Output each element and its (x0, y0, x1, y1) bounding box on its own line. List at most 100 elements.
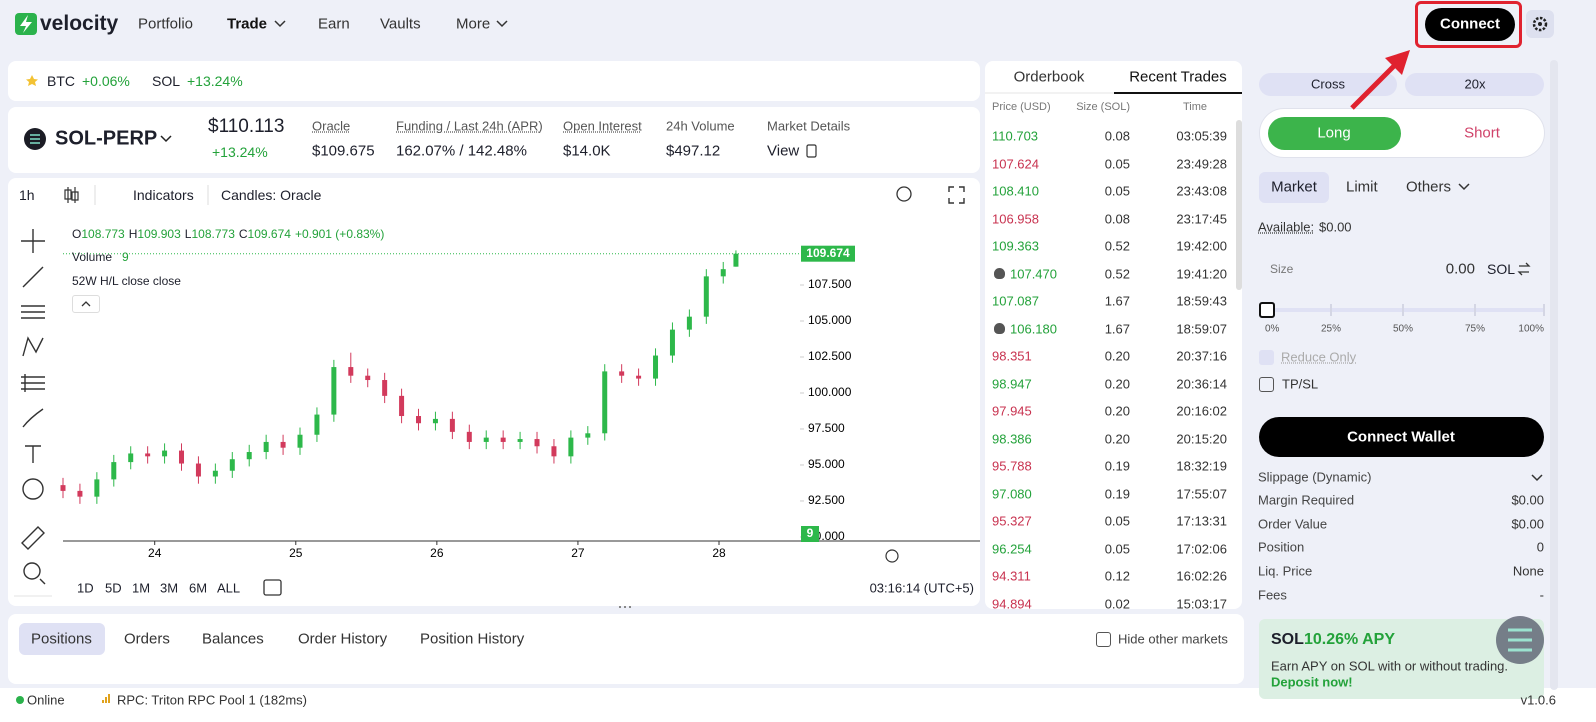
nav-link[interactable]: More (456, 15, 491, 33)
tab[interactable]: Position History (420, 630, 525, 648)
summary-label: Fees (1258, 587, 1287, 603)
tool-icon (22, 336, 44, 357)
volume-legend-value: 9 (122, 250, 129, 264)
size-input[interactable] (1259, 250, 1544, 290)
y-tick-label: 95.000 (808, 457, 845, 471)
trade-time: 16:02:26 (1176, 568, 1227, 584)
trade-time: 17:55:07 (1176, 486, 1227, 501)
trade-size: 0.05 (1104, 541, 1130, 556)
trades-card (985, 61, 1242, 609)
trades-scrollbar (1236, 120, 1242, 290)
stat-label: 24h Volume (666, 118, 735, 134)
online-label: Online (27, 692, 65, 708)
star-icon (26, 75, 38, 86)
trade-time: 23:43:08 (1176, 183, 1227, 199)
tab[interactable]: Orders (124, 630, 170, 648)
market-card (8, 107, 980, 173)
connect-button[interactable] (1425, 8, 1515, 41)
summary-value: $0.00 (1511, 516, 1544, 532)
stat-value[interactable]: View (767, 142, 800, 160)
trades-header: Price (USD) (992, 101, 1051, 113)
promo-link[interactable]: Deposit now! (1271, 674, 1353, 690)
candle-body (246, 452, 252, 460)
slider-label: 0% (1265, 323, 1280, 335)
trades-tab[interactable]: Recent Trades (1129, 68, 1227, 86)
chevron-icon (160, 135, 172, 143)
trade-size: 1.67 (1104, 293, 1130, 309)
tool-icon (21, 305, 45, 319)
x-tick-label: 27 (571, 546, 585, 560)
leverage[interactable] (1405, 73, 1544, 96)
long-button[interactable] (1268, 117, 1401, 150)
trade-price: 107.470 (1010, 266, 1057, 281)
candle-body (280, 441, 286, 448)
trade-price: 98.386 (992, 431, 1032, 446)
margin-mode[interactable] (1259, 73, 1397, 96)
market-symbol[interactable]: SOL-PERP (55, 127, 158, 150)
candle-body (733, 253, 739, 267)
margin-mode-label[interactable]: Cross (1311, 76, 1345, 92)
reduce-checkbox[interactable] (1259, 350, 1274, 365)
tab[interactable]: Order History (298, 630, 388, 648)
tab[interactable]: Positions (31, 630, 92, 648)
candle-body (365, 375, 371, 381)
trade-size: 0.08 (1104, 128, 1130, 144)
nav-link[interactable]: Earn (318, 15, 350, 33)
candle-body (416, 416, 422, 424)
tpsl-checkbox[interactable] (1259, 377, 1274, 392)
trade-size: 0.20 (1104, 348, 1130, 364)
size-unit: SOL (1487, 261, 1516, 277)
range-button[interactable]: 1D (77, 580, 94, 596)
summary-label: Margin Required (1258, 492, 1355, 508)
candles-button[interactable]: Candles: Oracle (221, 187, 322, 203)
stat-value: $497.12 (666, 142, 721, 160)
order-type[interactable]: Market (1271, 178, 1317, 196)
order-type[interactable]: Others (1406, 178, 1452, 196)
candle-body (297, 434, 303, 448)
rpc-label[interactable]: RPC: Triton RPC Pool 1 (182ms) (117, 692, 308, 708)
trade-time: 18:59:07 (1176, 321, 1227, 336)
chevron-icon (1458, 183, 1470, 191)
trade-size: 0.12 (1104, 568, 1130, 584)
nav-link[interactable]: Vaults (380, 15, 421, 33)
candle-body (551, 446, 557, 457)
long-label[interactable]: Long (1317, 124, 1351, 142)
ticker-symbol: BTC (47, 73, 75, 89)
order-type[interactable]: Limit (1346, 178, 1378, 196)
leverage-label[interactable]: 20x (1464, 76, 1486, 92)
nav-link[interactable]: Trade (227, 15, 268, 33)
hide-checkbox[interactable] (1096, 632, 1111, 647)
interval-button[interactable]: 1h (19, 187, 35, 203)
trades-tab[interactable]: Orderbook (1013, 68, 1085, 86)
candle-body (229, 459, 235, 471)
indicators-button[interactable]: Indicators (133, 187, 194, 203)
tab[interactable]: Balances (202, 630, 264, 648)
collapse-legend[interactable] (72, 295, 100, 313)
y-tick-label: 97.500 (808, 421, 845, 435)
candle-body (145, 453, 151, 457)
stat-label: Open Interest (563, 118, 642, 134)
gear-hole (1538, 22, 1542, 26)
ticker-change: +0.06% (82, 73, 130, 89)
promo-card (1259, 619, 1544, 699)
collapse-icon (81, 301, 91, 307)
connect-wallet-label[interactable]: Connect Wallet (1347, 428, 1455, 446)
range-button[interactable]: 3M (160, 580, 179, 596)
slider-handle[interactable] (1259, 302, 1275, 318)
short-label[interactable]: Short (1464, 124, 1500, 142)
range-button[interactable]: 6M (189, 580, 208, 596)
range-button[interactable]: 1M (132, 580, 151, 596)
trade-size: 0.02 (1104, 596, 1130, 609)
nav-link[interactable]: Portfolio (138, 15, 194, 33)
range-button[interactable]: ALL (217, 580, 241, 596)
range-button[interactable]: 5D (105, 580, 122, 596)
candle-body (263, 441, 269, 453)
sol-icon-bars (30, 134, 40, 144)
candle-body (669, 329, 675, 356)
connect-wallet-button[interactable] (1259, 417, 1544, 457)
chevron-icon (274, 20, 286, 28)
connect-label[interactable]: Connect (1440, 15, 1500, 33)
trade-time: 20:37:16 (1176, 348, 1227, 364)
tool-icon (25, 445, 41, 463)
slippage-label[interactable]: Slippage (Dynamic) (1258, 469, 1372, 485)
